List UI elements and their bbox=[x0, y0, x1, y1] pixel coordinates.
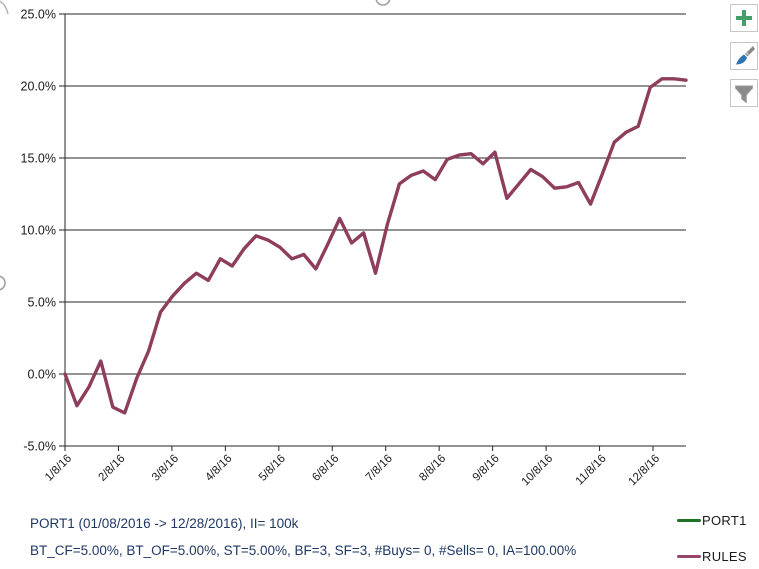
legend-label: RULES bbox=[702, 549, 747, 564]
x-axis-label: 6/8/16 bbox=[310, 453, 341, 484]
y-axis-label: 15.0% bbox=[21, 152, 56, 166]
legend-swatch-port1 bbox=[677, 518, 701, 523]
portfolio-summary-line: PORT1 (01/08/2016 -> 12/28/2016), II= 10… bbox=[30, 516, 299, 531]
parameters-line: BT_CF=5.00%, BT_OF=5.00%, ST=5.00%, BF=3… bbox=[30, 543, 577, 558]
x-axis-label: 2/8/16 bbox=[96, 453, 127, 484]
y-axis-label: 25.0% bbox=[21, 8, 56, 22]
chart-elements-button[interactable] bbox=[730, 4, 758, 32]
y-axis-label: -5.0% bbox=[23, 440, 56, 454]
cropped-axis-title-fragment bbox=[0, 275, 6, 291]
legend-label: PORT1 bbox=[702, 513, 747, 528]
x-axis-label: 12/8/16 bbox=[627, 453, 663, 489]
y-axis-label: 10.0% bbox=[21, 224, 56, 238]
y-axis-label: 5.0% bbox=[28, 296, 57, 310]
legend-swatch-rules bbox=[677, 554, 701, 559]
x-axis-label: 1/8/16 bbox=[43, 453, 74, 484]
plus-icon bbox=[736, 10, 752, 26]
legend-item-rules[interactable]: RULES bbox=[677, 549, 747, 564]
cropped-title-fragment bbox=[0, 0, 391, 15]
x-axis-label: 9/8/16 bbox=[471, 453, 502, 484]
x-axis-label: 11/8/16 bbox=[574, 453, 609, 488]
y-axis-label: 0.0% bbox=[28, 368, 57, 382]
x-axis-label: 7/8/16 bbox=[364, 453, 395, 484]
legend-item-port1[interactable]: PORT1 bbox=[677, 513, 747, 528]
y-axis-label: 20.0% bbox=[21, 80, 56, 94]
chart-styles-button[interactable] bbox=[730, 42, 758, 70]
data-series[interactable] bbox=[63, 77, 688, 415]
x-axis-label: 5/8/16 bbox=[257, 453, 288, 484]
x-axis-label: 10/8/16 bbox=[520, 453, 556, 489]
x-axis-label: 8/8/16 bbox=[417, 453, 448, 484]
x-axis-label: 4/8/16 bbox=[203, 453, 234, 484]
series-line-rules[interactable] bbox=[63, 77, 688, 415]
chart-filters-button[interactable] bbox=[730, 79, 758, 107]
axes bbox=[59, 13, 686, 451]
x-axis-label: 3/8/16 bbox=[150, 453, 181, 484]
funnel-icon bbox=[735, 85, 753, 104]
paintbrush-icon bbox=[736, 46, 755, 65]
axis-labels: 25.0% 20.0% 15.0% 10.0% 5.0% 0.0% -5.0%1/8/16 2… bbox=[21, 8, 663, 489]
